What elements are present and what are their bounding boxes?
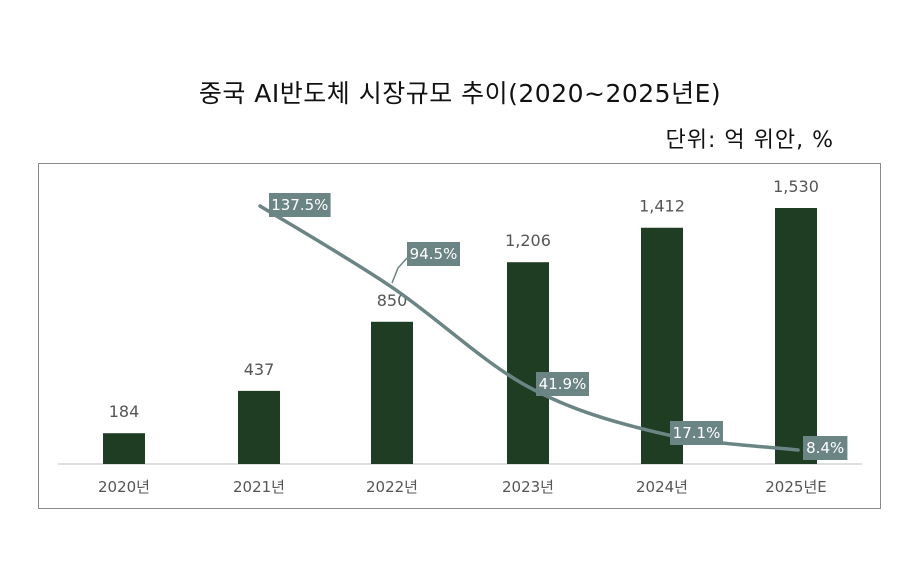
x-tick-label-4: 2024년 [636,478,688,496]
growth-label-box-1 [269,193,331,217]
bar-value-label-4: 1,412 [639,197,685,216]
x-tick-label-0: 2020년 [98,478,150,496]
unit-label: 단위: 억 위안, % [665,128,834,153]
bar-value-label-3: 1,206 [505,231,551,250]
growth-label-3: 41.9% [539,375,587,393]
growth-label-box-4 [670,421,723,445]
bar-value-label-0: 184 [109,402,140,421]
x-tick-label-2: 2022년 [366,478,418,496]
growth-label-1: 137.5% [271,196,328,214]
growth-label-2: 94.5% [410,245,458,263]
growth-label-box-5 [803,436,848,460]
chart-frame [38,163,881,509]
x-tick-label-3: 2023년 [502,478,554,496]
growth-label-leader-2 [391,257,408,284]
bar-2 [371,321,413,464]
growth-label-box-3 [536,372,589,396]
chart-title: 중국 AI반도체 시장규모 추이(2020~2025년E) [198,79,722,108]
bar-1 [238,390,280,464]
bar-value-label-5: 1,530 [773,177,819,196]
growth-label-5: 8.4% [806,439,844,457]
x-tick-label-5: 2025년E [765,478,826,496]
growth-label-4: 17.1% [673,424,721,442]
bar-value-label-2: 850 [377,291,408,310]
bar-0 [103,433,145,464]
x-tick-label-1: 2021년 [233,478,285,496]
bar-3 [507,262,549,464]
growth-label-box-2 [407,242,460,266]
bar-value-label-1: 437 [244,360,275,379]
bar-5 [775,208,817,464]
